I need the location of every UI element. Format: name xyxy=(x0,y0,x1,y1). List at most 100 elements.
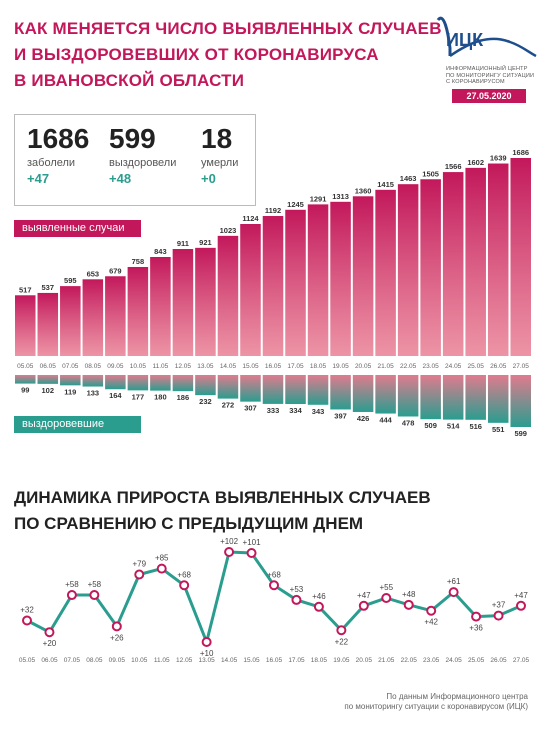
recovered-value-label: 232 xyxy=(199,397,212,406)
cases-recovered-bar-chart: 517 05.05 99 537 06.05 102 595 07.05 119 653 08.05… xyxy=(15,148,531,438)
cases-value-label: 1313 xyxy=(332,192,349,201)
date-tick-label: 24.05 xyxy=(445,657,462,664)
date-tick-label: 08.05 xyxy=(85,363,102,370)
recovered-value-label: 102 xyxy=(42,386,55,395)
date-tick-label: 12.05 xyxy=(176,657,193,664)
recovered-value-label: 514 xyxy=(447,422,460,431)
growth-value-label: +68 xyxy=(177,570,191,579)
growth-point xyxy=(179,580,190,591)
cases-value-label: 921 xyxy=(199,238,212,247)
recovered-value-label: 444 xyxy=(379,416,392,425)
growth-value-label: +26 xyxy=(110,633,124,642)
title-line-3: В ИВАНОВСКОЙ ОБЛАСТИ xyxy=(14,71,245,90)
growth-value-label: +101 xyxy=(243,538,262,547)
recovered-value-label: 516 xyxy=(469,422,482,431)
cases-bar xyxy=(195,247,216,356)
cases-value-label: 1192 xyxy=(265,206,281,215)
growth-value-label: +47 xyxy=(357,591,371,600)
title-line-2: И ВЫЗДОРОВЕВШИХ ОТ КОРОНАВИРУСА xyxy=(14,45,379,64)
cases-value-label: 911 xyxy=(177,239,189,248)
date-tick-label: 18.05 xyxy=(310,363,327,370)
date-tick-label: 07.05 xyxy=(64,657,81,664)
date-tick-label: 11.05 xyxy=(152,363,168,370)
date-tick-label: 11.05 xyxy=(154,657,170,664)
logo-name: ИЦК xyxy=(446,30,484,50)
date-tick-label: 25.05 xyxy=(468,363,485,370)
date-tick-label: 18.05 xyxy=(311,657,328,664)
cases-bar xyxy=(240,224,261,356)
footer-line-1: По данным Информационного центра xyxy=(386,692,528,701)
cases-value-label: 1639 xyxy=(490,154,507,163)
recovered-bar xyxy=(442,375,464,420)
growth-value-label: +46 xyxy=(312,592,326,601)
date-badge: 27.05.2020 xyxy=(452,89,526,103)
stat-recovered: 599 выздоровели +48 xyxy=(109,123,176,186)
growth-value-label: +53 xyxy=(290,585,304,594)
cases-bar xyxy=(150,257,171,356)
growth-point xyxy=(426,605,437,616)
cases-value-label: 537 xyxy=(42,283,55,292)
recovered-bar xyxy=(172,375,194,392)
date-tick-label: 05.05 xyxy=(17,363,34,370)
recovered-bar xyxy=(195,375,216,396)
stat-infected-label: заболели xyxy=(27,157,76,169)
growth-value-label: +79 xyxy=(132,560,146,569)
cases-bar xyxy=(465,167,486,356)
section-title-line-1: ДИНАМИКА ПРИРОСТА ВЫЯВЛЕННЫХ СЛУЧАЕВ xyxy=(14,488,431,507)
cases-bar xyxy=(442,172,464,356)
recovered-value-label: 343 xyxy=(312,407,325,416)
cases-bar xyxy=(352,196,374,356)
growth-point xyxy=(269,580,279,591)
growth-value-label: +68 xyxy=(267,570,281,579)
recovered-value-label: 177 xyxy=(132,392,145,401)
recovered-value-label: 119 xyxy=(64,387,76,396)
cases-value-label: 1566 xyxy=(445,162,462,171)
stat-deaths-value: 18 xyxy=(201,123,233,154)
date-tick-label: 23.05 xyxy=(423,657,440,664)
date-tick-label: 17.05 xyxy=(288,657,305,664)
cases-bar xyxy=(510,158,531,356)
cases-bar xyxy=(285,209,306,356)
cases-value-label: 1360 xyxy=(355,186,372,195)
recovered-bar xyxy=(127,375,149,391)
source-footer: По данным Информационного центра по мони… xyxy=(344,692,528,712)
recovered-value-label: 509 xyxy=(424,421,437,430)
date-tick-label: 10.05 xyxy=(131,657,148,664)
growth-value-label: +47 xyxy=(514,591,528,600)
recovered-value-label: 599 xyxy=(514,429,527,438)
page-title: КАК МЕНЯЕТСЯ ЧИСЛО ВЫЯВЛЕННЫХ СЛУЧАЕВ И … xyxy=(14,16,442,94)
recovered-bar xyxy=(465,375,486,420)
cases-value-label: 1023 xyxy=(220,226,237,235)
recovered-value-label: 397 xyxy=(334,411,347,420)
date-tick-label: 10.05 xyxy=(130,363,147,370)
logo-line-3: С КОРОНАВИРУСОМ xyxy=(446,79,505,85)
stat-infected-value: 1686 xyxy=(27,123,90,154)
cases-bar xyxy=(105,276,126,356)
growth-value-label: +55 xyxy=(379,583,393,592)
cases-legend-tag: выявленные случаи xyxy=(14,220,141,237)
growth-value-label: +85 xyxy=(155,554,169,563)
growth-value-label: +36 xyxy=(469,624,483,633)
recovered-bar xyxy=(375,375,396,414)
date-tick-label: 21.05 xyxy=(377,363,394,370)
cases-value-label: 1291 xyxy=(310,194,327,203)
logo-icon: ИЦК xyxy=(436,16,537,58)
date-tick-label: 16.05 xyxy=(265,363,282,370)
date-tick-label: 17.05 xyxy=(287,363,304,370)
growth-point xyxy=(246,547,257,558)
recovered-bar xyxy=(150,375,171,391)
cases-value-label: 1602 xyxy=(467,158,484,167)
date-tick-label: 08.05 xyxy=(86,657,103,664)
date-tick-label: 21.05 xyxy=(378,657,395,664)
growth-point xyxy=(313,601,324,612)
growth-point xyxy=(156,563,167,574)
growth-point xyxy=(201,637,212,647)
date-tick-label: 15.05 xyxy=(243,657,260,664)
cases-value-label: 653 xyxy=(87,269,100,278)
recovered-value-label: 180 xyxy=(154,393,167,402)
cases-value-label: 1245 xyxy=(287,200,304,209)
cases-bar xyxy=(397,184,419,356)
date-tick-label: 13.05 xyxy=(198,657,215,664)
stat-infected: 1686 заболели +47 xyxy=(27,123,89,186)
cases-value-label: 843 xyxy=(154,247,167,256)
